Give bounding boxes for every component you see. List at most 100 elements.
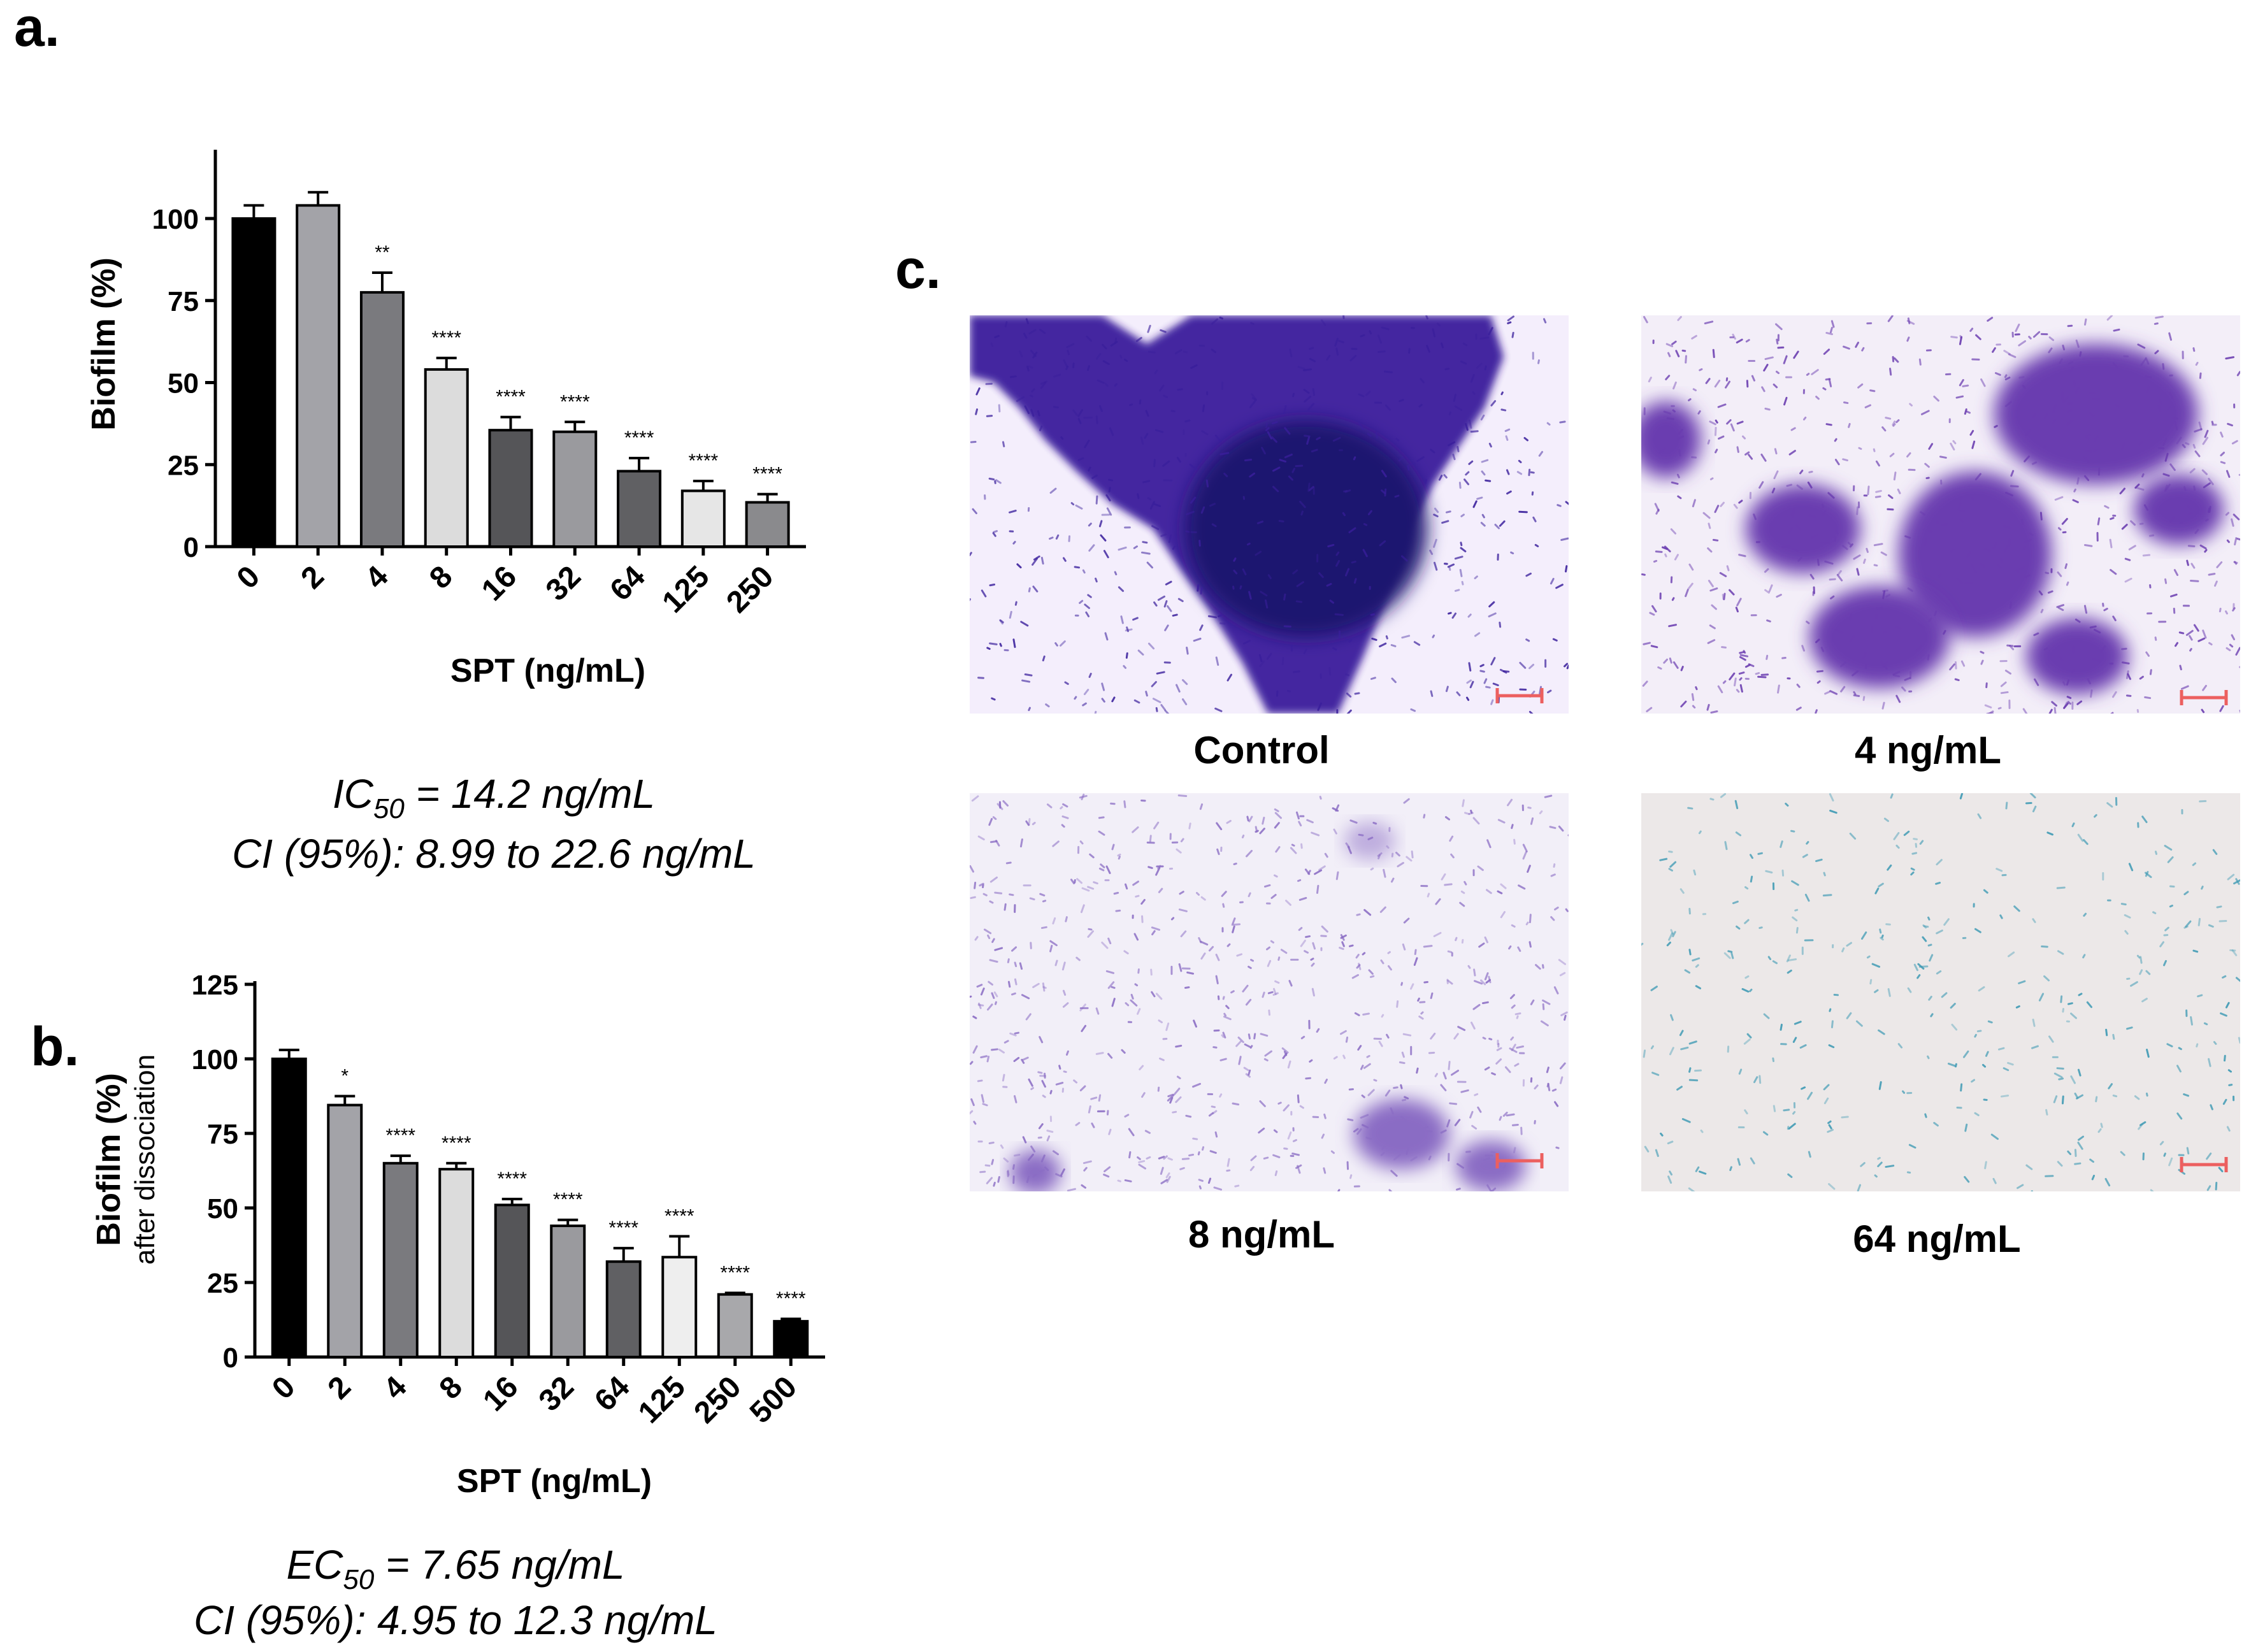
cell (2074, 1093, 2079, 1099)
cell (1039, 426, 1043, 431)
cell (1007, 958, 1010, 963)
micrograph-4ng-cells (1641, 315, 2240, 714)
cell (2165, 484, 2171, 491)
cell (1564, 1014, 1567, 1021)
cell (1341, 941, 1345, 947)
cell (1736, 446, 1739, 453)
cell (1978, 986, 1985, 992)
cell (2083, 544, 2093, 547)
cell (1709, 798, 1715, 801)
cell (1499, 520, 1506, 527)
cell (2226, 647, 2231, 652)
cell (1969, 327, 1974, 332)
cell (1751, 375, 1756, 382)
cell (1039, 893, 1046, 896)
cell (1746, 1033, 1752, 1038)
cell (1360, 334, 1365, 338)
cell (1904, 535, 1911, 539)
cell (2188, 512, 2193, 515)
cell (1477, 865, 1484, 872)
cell (1074, 696, 1077, 700)
cell (975, 387, 981, 396)
cell (992, 816, 997, 820)
cell (1977, 813, 1982, 819)
cell (2206, 1185, 2211, 1191)
cell (1152, 503, 1161, 507)
cell (1951, 1023, 1958, 1031)
cell (2097, 517, 2101, 526)
cell (1235, 1040, 1242, 1047)
cell (1425, 315, 1428, 320)
cell (1700, 1129, 1704, 1133)
micrograph-8ng-stain (1010, 822, 1526, 1191)
cell (1913, 963, 1918, 972)
cell (1558, 825, 1564, 832)
cell (1434, 1073, 1438, 1077)
cell (1815, 638, 1820, 643)
cell (1314, 869, 1323, 875)
cell (1969, 429, 1974, 436)
cell (2075, 618, 2081, 623)
cell (1523, 436, 1528, 442)
cell (1367, 510, 1372, 515)
cell (1874, 1174, 1878, 1178)
cell (1295, 1164, 1302, 1169)
cell (2141, 473, 2145, 478)
cell (1550, 578, 1555, 585)
cell (1733, 503, 1738, 509)
cell (1371, 637, 1377, 641)
cell (1177, 388, 1183, 391)
cell (1892, 423, 1896, 427)
cell (2018, 376, 2025, 379)
cell (2190, 563, 2196, 569)
cell (1312, 942, 1316, 950)
cell (1244, 459, 1253, 462)
cell (1992, 542, 1997, 549)
cell (1717, 685, 1723, 694)
cell (2110, 712, 2114, 714)
cell (1530, 999, 1535, 1005)
cell (1780, 840, 1783, 848)
cell (1522, 844, 1528, 852)
x-tick-label: 16 (475, 559, 523, 607)
cell (2006, 644, 2014, 647)
cell (1971, 1079, 1976, 1083)
significance-marker: **** (442, 1133, 471, 1154)
cell (2232, 607, 2236, 612)
cell (2007, 1061, 2014, 1066)
cell (2226, 470, 2231, 478)
cell (970, 1098, 975, 1107)
cell (1520, 1126, 1523, 1135)
cell (1100, 534, 1107, 542)
cell (1125, 652, 1128, 659)
cell (2064, 563, 2068, 570)
cell (1685, 589, 1689, 598)
cell (1725, 380, 1730, 389)
cell (2032, 918, 2036, 923)
cell (1655, 508, 1660, 515)
cell (1721, 646, 1727, 649)
cell (1383, 868, 1386, 878)
bar (552, 430, 598, 548)
cell (2083, 475, 2090, 482)
cell (1980, 378, 1986, 387)
cell (1009, 610, 1012, 619)
cell (1337, 1189, 1341, 1191)
cell (1153, 459, 1156, 468)
cell (2078, 993, 2083, 996)
cell (1474, 632, 1481, 637)
cell (1892, 671, 1901, 676)
cell (2202, 685, 2207, 691)
cell (2108, 1083, 2113, 1089)
significance-marker: **** (496, 387, 526, 408)
cell (1822, 510, 1827, 516)
cell (1663, 410, 1671, 415)
cell (2204, 549, 2208, 553)
cell (1306, 819, 1314, 824)
cell (977, 835, 985, 841)
cell (1133, 933, 1139, 941)
cell (2077, 833, 2084, 842)
cell (2159, 941, 2164, 947)
cell (1117, 853, 1121, 857)
cell (1981, 1064, 1987, 1068)
